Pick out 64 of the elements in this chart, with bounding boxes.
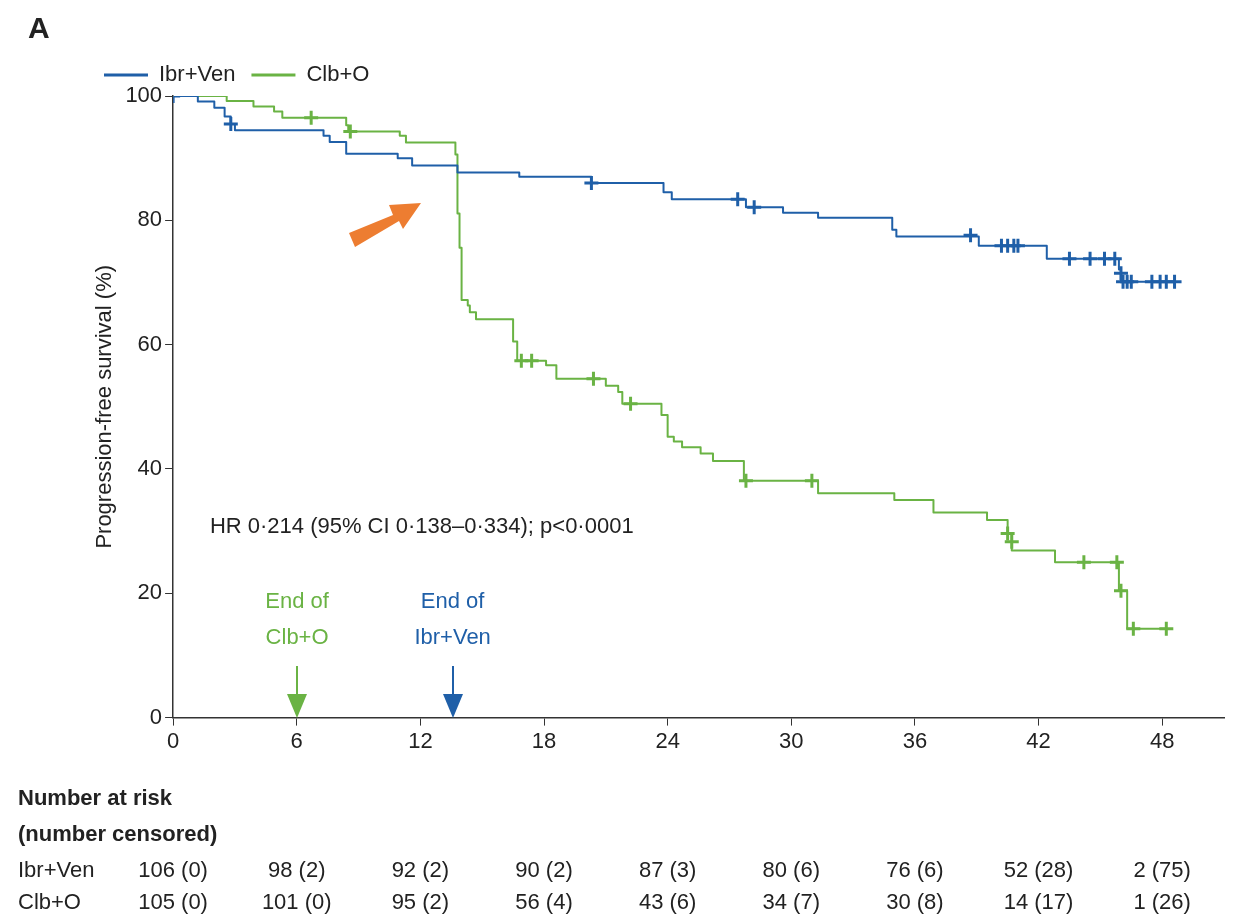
point — [1108, 553, 1126, 571]
y-tick-label: 60 — [137, 330, 163, 356]
text: 1 (26) — [1132, 888, 1192, 916]
y-tick-label: 20 — [137, 579, 163, 605]
x-tick-label: 24 — [655, 727, 680, 753]
text: 101 (0) — [260, 888, 333, 916]
annotation: HR 0·214 (95% CI 0·138–0·334); p<0·0001 — [209, 512, 634, 541]
text: (number censored) — [18, 820, 218, 848]
annotation: End of Ibr+Ven — [413, 586, 492, 651]
text: 80 (6) — [761, 856, 821, 884]
point — [582, 174, 600, 192]
point — [1075, 553, 1093, 571]
point — [1124, 620, 1142, 638]
point — [729, 190, 747, 208]
text: 98 (2) — [267, 856, 327, 884]
text: 87 (3) — [637, 856, 698, 884]
x-tick-label: 36 — [902, 727, 928, 753]
point — [1112, 582, 1130, 600]
text: Number at risk — [18, 784, 173, 812]
x-tick-label: 18 — [531, 727, 557, 753]
x-tick-label: 48 — [1149, 727, 1175, 753]
point — [1166, 273, 1184, 291]
annotation: End of Clb+O — [264, 586, 330, 651]
point — [803, 472, 821, 490]
y-tick-label: 80 — [137, 206, 163, 232]
y-axis-title: Progression-free survival (%) — [91, 264, 117, 549]
x-tick-label: 42 — [1026, 727, 1051, 753]
point — [622, 395, 640, 413]
x-tick-label: 0 — [166, 727, 180, 753]
text: 52 (28) — [1002, 856, 1075, 884]
point — [222, 115, 240, 133]
text: 43 (6) — [637, 888, 698, 916]
legend-label: Clb+O — [306, 61, 370, 87]
point — [584, 370, 602, 388]
text: A — [28, 11, 50, 44]
text: 56 (4) — [514, 888, 574, 916]
point — [962, 226, 980, 244]
point — [523, 352, 541, 370]
y-tick-label: 40 — [137, 455, 163, 481]
point — [1060, 250, 1078, 268]
point — [1009, 237, 1027, 255]
text: Clb+O — [18, 888, 81, 916]
text: 106 (0) — [137, 856, 209, 884]
x-tick-label: 12 — [408, 727, 433, 753]
text: 95 (2) — [390, 888, 451, 916]
point — [737, 472, 755, 490]
y-tick-label: 0 — [149, 703, 163, 729]
point — [341, 122, 359, 140]
text: 14 (17) — [1002, 888, 1075, 916]
x-tick-label: 30 — [779, 727, 804, 753]
x-tick-label: 6 — [290, 727, 303, 753]
text: 92 (2) — [390, 856, 451, 884]
point — [1157, 620, 1175, 638]
text: Ibr+Ven — [18, 856, 95, 884]
text: 105 (0) — [137, 888, 209, 916]
point — [745, 198, 763, 216]
text: 76 (6) — [885, 856, 945, 884]
point — [1106, 250, 1124, 268]
text: 2 (75) — [1132, 856, 1192, 884]
text: 34 (7) — [761, 888, 821, 916]
text: 30 (8) — [885, 888, 945, 916]
point — [302, 109, 320, 127]
point — [1081, 250, 1099, 268]
text: 90 (2) — [514, 856, 574, 884]
